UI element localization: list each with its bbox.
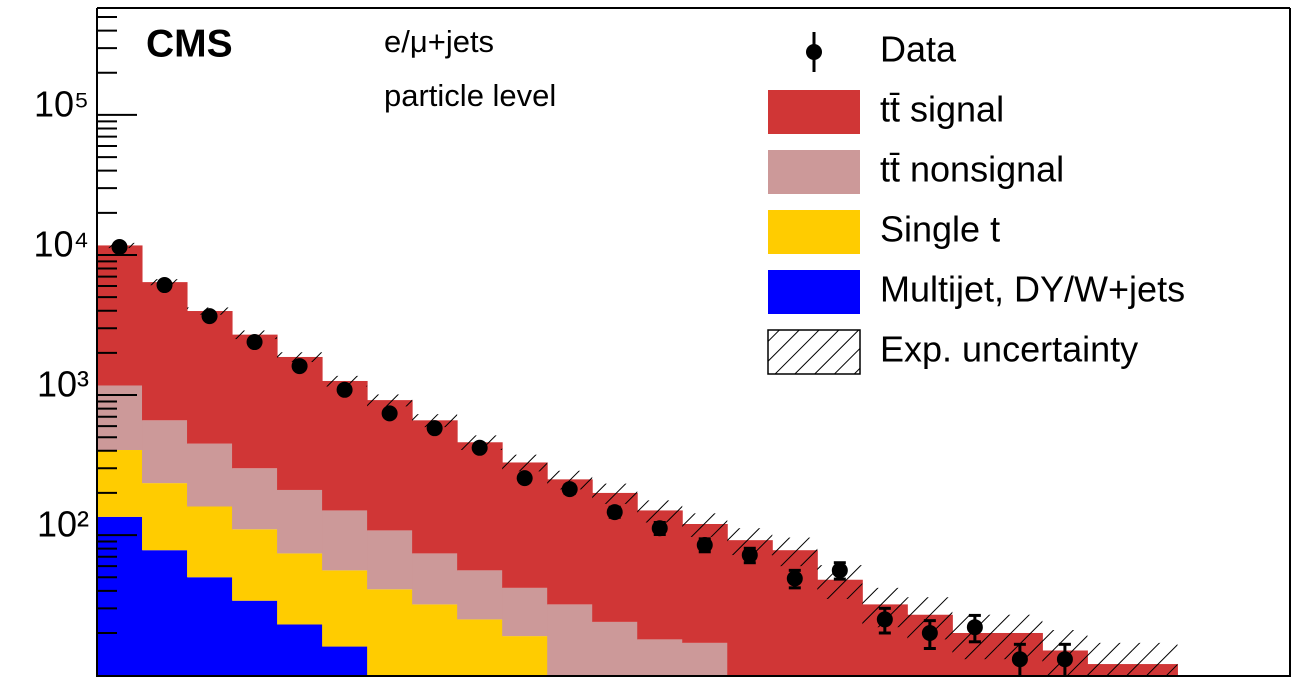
- data-point: [606, 504, 623, 521]
- plot-area: [97, 239, 1178, 677]
- bar-segment: [232, 529, 278, 601]
- bar-segment: [412, 420, 458, 554]
- bar-segment: [232, 334, 278, 469]
- bar-segment: [277, 489, 323, 554]
- data-point: [786, 570, 803, 587]
- legend-swatch: [768, 150, 860, 194]
- bar-segment: [457, 570, 503, 620]
- uncertainty-band: [277, 352, 323, 363]
- bar-segment: [457, 619, 503, 677]
- legend-swatch: [767, 329, 861, 375]
- data-point: [696, 536, 713, 553]
- uncertainty-band: [547, 470, 593, 490]
- bar-segment: [412, 553, 458, 605]
- level-label: particle level: [384, 78, 556, 113]
- bar-segment: [592, 621, 638, 677]
- bar-segment: [367, 400, 413, 531]
- uncertainty-band: [367, 394, 413, 407]
- data-point: [876, 611, 893, 628]
- data-point: [156, 277, 173, 294]
- data-point: [1056, 651, 1073, 668]
- legend-label: Exp. uncertainty: [880, 329, 1138, 370]
- bar-segment: [547, 604, 593, 677]
- bar-segment: [547, 479, 593, 605]
- bar-segment: [187, 577, 233, 677]
- experiment-label: CMS: [146, 22, 233, 65]
- bar-segment: [637, 639, 683, 677]
- bar-segment: [322, 510, 368, 571]
- legend-label: tt̄ nonsignal: [880, 149, 1064, 190]
- data-point: [471, 439, 488, 456]
- data-point: [381, 405, 398, 422]
- uncertainty-band: [637, 500, 683, 523]
- data-point: [966, 619, 983, 636]
- legend-label: Data: [880, 29, 957, 70]
- uncertainty-band: [322, 375, 368, 387]
- data-point: [336, 381, 353, 398]
- bar-segment: [502, 587, 548, 637]
- data-point: [516, 470, 533, 487]
- bar-segment: [322, 380, 368, 511]
- bar-segment: [97, 385, 143, 451]
- data-point: [426, 420, 443, 437]
- bar-segment: [412, 604, 458, 677]
- bar-segment: [277, 553, 323, 625]
- y-tick-label: 10²: [37, 504, 89, 545]
- bar-segment: [682, 642, 728, 677]
- data-point: [831, 562, 848, 579]
- bar-segment: [232, 468, 278, 530]
- legend-marker: [806, 44, 822, 60]
- uncertainty-band: [1132, 642, 1178, 677]
- bar-segment: [142, 282, 188, 421]
- channel-label: e/μ+jets: [384, 24, 494, 59]
- data-point: [561, 481, 578, 498]
- data-point: [1011, 651, 1028, 668]
- y-tick-label: 10³: [37, 364, 89, 405]
- bar-segment: [142, 550, 188, 677]
- uncertainty-band: [772, 537, 818, 567]
- bar-segment: [322, 646, 368, 677]
- legend-swatch: [768, 90, 860, 134]
- bar-segment: [97, 516, 143, 677]
- legend-swatch: [768, 270, 860, 314]
- bar-segment: [97, 245, 143, 386]
- bar-segment: [142, 483, 188, 551]
- y-tick-label: 10⁵: [34, 83, 89, 124]
- uncertainty-band: [502, 454, 548, 472]
- data-point: [111, 239, 128, 256]
- uncertainty-band: [1087, 642, 1133, 677]
- bar-segment: [97, 450, 143, 517]
- bar-segment: [142, 420, 188, 484]
- data-point: [921, 624, 938, 641]
- data-point: [201, 308, 218, 325]
- data-point: [291, 358, 308, 375]
- data-point: [741, 547, 758, 564]
- bar-segment: [367, 589, 413, 676]
- data-point: [651, 520, 668, 537]
- bar-segment: [322, 570, 368, 647]
- bar-segment: [187, 311, 233, 444]
- bar-segment: [502, 636, 548, 677]
- legend-label: tt̄ signal: [880, 89, 1004, 130]
- bar-segment: [457, 442, 503, 571]
- bar-segment: [277, 356, 323, 490]
- bar-segment: [232, 600, 278, 677]
- bar-segment: [187, 506, 233, 578]
- bar-segment: [367, 530, 413, 590]
- data-point: [246, 334, 263, 351]
- bar-segment: [187, 443, 233, 507]
- uncertainty-band: [592, 483, 638, 504]
- legend-label: Single t: [880, 209, 1000, 250]
- legend-swatch: [768, 210, 860, 254]
- uncertainty-band: [682, 513, 728, 537]
- bar-segment: [277, 624, 323, 677]
- y-tick-label: 10⁴: [33, 223, 89, 264]
- legend: Data tt̄ signal tt̄ nonsignal Single t Multi…: [767, 29, 1185, 375]
- legend-label: Multijet, DY/W+jets: [880, 269, 1185, 310]
